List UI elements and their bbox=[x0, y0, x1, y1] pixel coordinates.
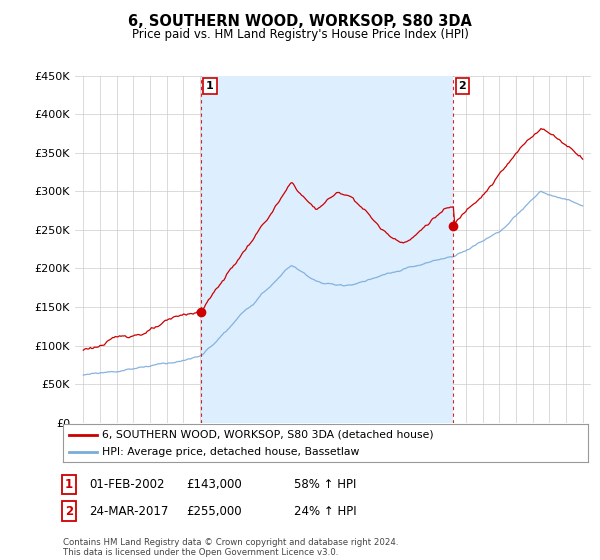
Text: 01-FEB-2002: 01-FEB-2002 bbox=[89, 478, 164, 491]
Text: 6, SOUTHERN WOOD, WORKSOP, S80 3DA (detached house): 6, SOUTHERN WOOD, WORKSOP, S80 3DA (deta… bbox=[103, 430, 434, 440]
Text: Price paid vs. HM Land Registry's House Price Index (HPI): Price paid vs. HM Land Registry's House … bbox=[131, 28, 469, 41]
Text: 1: 1 bbox=[65, 478, 73, 491]
Text: 24% ↑ HPI: 24% ↑ HPI bbox=[294, 505, 356, 518]
Bar bbox=[201, 76, 454, 423]
Text: 1: 1 bbox=[206, 81, 214, 91]
Text: 2: 2 bbox=[65, 505, 73, 518]
Text: £143,000: £143,000 bbox=[186, 478, 242, 491]
Text: 58% ↑ HPI: 58% ↑ HPI bbox=[294, 478, 356, 491]
Text: 6, SOUTHERN WOOD, WORKSOP, S80 3DA: 6, SOUTHERN WOOD, WORKSOP, S80 3DA bbox=[128, 14, 472, 29]
Text: 2: 2 bbox=[458, 81, 466, 91]
Text: 24-MAR-2017: 24-MAR-2017 bbox=[89, 505, 168, 518]
Text: Contains HM Land Registry data © Crown copyright and database right 2024.
This d: Contains HM Land Registry data © Crown c… bbox=[63, 538, 398, 557]
Text: HPI: Average price, detached house, Bassetlaw: HPI: Average price, detached house, Bass… bbox=[103, 447, 360, 458]
Text: £255,000: £255,000 bbox=[186, 505, 242, 518]
